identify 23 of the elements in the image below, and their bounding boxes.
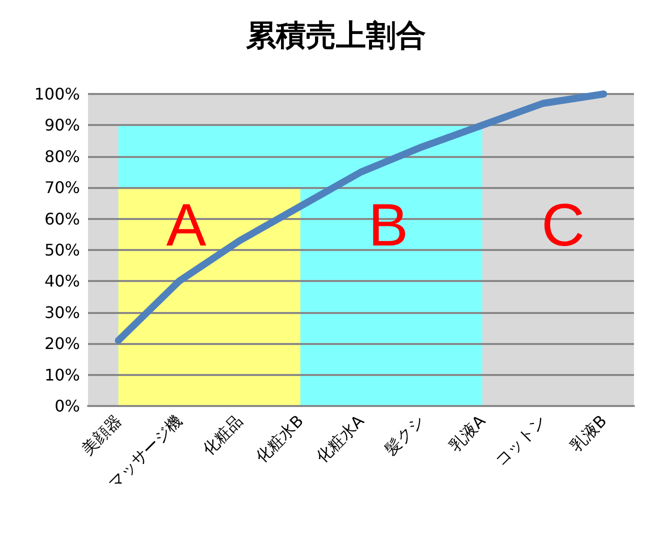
x-tick-label: コットン	[491, 411, 550, 470]
annotation: A	[166, 192, 206, 259]
y-tick-label: 50%	[44, 240, 80, 260]
y-tick-label: 90%	[44, 116, 80, 135]
x-tick-label: 乳液A	[445, 411, 490, 456]
x-tick-label: 髪クシ	[381, 411, 428, 459]
y-tick-label: 10%	[44, 365, 80, 384]
x-tick-label: 美顔器	[78, 411, 126, 459]
y-tick-label: 80%	[44, 146, 80, 166]
x-tick-label: 化粧水A	[312, 411, 368, 466]
y-tick-label: 40%	[44, 272, 80, 291]
y-tick-label: 30%	[44, 302, 80, 322]
x-tick-label: 乳液B	[566, 411, 610, 456]
y-tick-label: 0%	[54, 396, 80, 416]
y-tick-label: 60%	[44, 209, 80, 228]
x-tick-label: 化粧品	[199, 411, 246, 459]
annotation: C	[541, 192, 585, 259]
x-tick-label: 化粧水B	[252, 411, 308, 466]
chart-title: 累積売上割合	[245, 18, 426, 54]
annotation: B	[368, 192, 408, 259]
y-tick-label: 100%	[34, 84, 80, 104]
y-tick-label: 20%	[44, 334, 80, 354]
y-tick-label: 70%	[44, 178, 80, 198]
